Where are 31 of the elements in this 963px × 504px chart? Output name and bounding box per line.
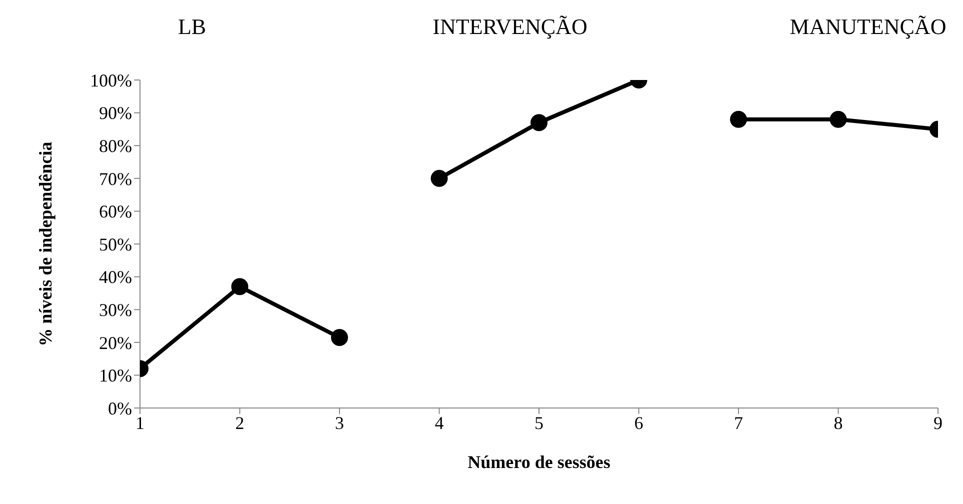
y-tick-label: 30% <box>99 300 132 320</box>
x-tick-label: 9 <box>934 412 942 433</box>
y-tick-label: 20% <box>99 332 132 353</box>
y-tick-label: 50% <box>99 234 132 254</box>
x-tick-label: 4 <box>434 412 444 433</box>
x-tick-label: 1 <box>136 412 144 433</box>
text: INTERVENÇÃO <box>432 14 588 40</box>
x-tick-label: 3 <box>335 412 344 433</box>
x-tick-label: 8 <box>834 412 843 433</box>
text: MANUTENÇÃO <box>790 14 946 40</box>
y-tick-label: 0% <box>108 398 132 418</box>
y-tick-label: 100% <box>90 70 132 90</box>
x-tick-label: 2 <box>235 412 244 433</box>
y-axis-title: % níveis de independência <box>35 142 56 346</box>
point <box>730 110 747 128</box>
x-tick-label: 5 <box>534 412 544 433</box>
x-tick-label: 6 <box>634 412 644 433</box>
y-tick-label: 60% <box>99 202 132 222</box>
x-axis-title: Número de sessões <box>468 452 610 472</box>
point <box>530 114 548 132</box>
y-tick-label: 70% <box>99 168 132 189</box>
y-tick-label: 80% <box>99 136 132 156</box>
y-tick-label: 40% <box>99 267 132 288</box>
x-tick-label: 7 <box>734 412 743 433</box>
point <box>231 278 248 296</box>
y-tick-label: 10% <box>99 366 132 386</box>
text: LB <box>178 14 206 40</box>
point <box>830 110 847 128</box>
y-tick-label: 90% <box>99 103 132 124</box>
point <box>331 328 348 346</box>
point <box>430 170 448 187</box>
